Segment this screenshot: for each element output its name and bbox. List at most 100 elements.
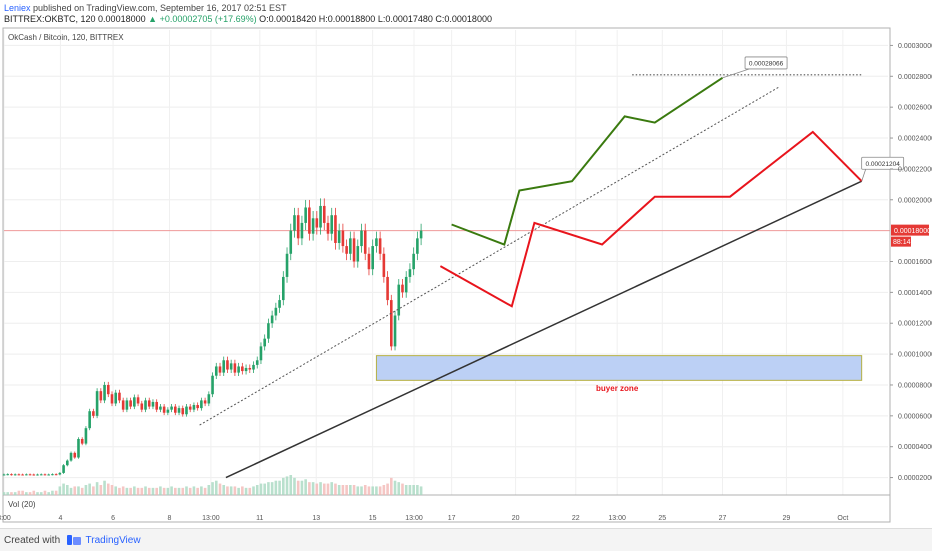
volume-bar [174, 487, 177, 495]
candle-body [103, 384, 106, 401]
candle-body [39, 474, 43, 476]
candle-body [278, 300, 281, 308]
x-tick-label: 17 [448, 515, 456, 522]
volume-bar [192, 486, 196, 495]
candle-body [390, 300, 393, 347]
candle-body [144, 400, 147, 410]
volume-bar [326, 483, 330, 495]
candle-body [419, 230, 423, 239]
volume-bar [10, 492, 13, 495]
candle-body [267, 323, 270, 339]
volume-bar [229, 486, 233, 495]
volume-bar [386, 483, 389, 495]
candle-body [170, 406, 173, 410]
volume-bar [25, 492, 28, 495]
green-projection-line [451, 76, 724, 246]
volume-bar [166, 487, 170, 495]
high-value: H:0.00018800 [318, 14, 376, 24]
candle-body [181, 408, 185, 415]
candle-body [293, 215, 296, 231]
volume-bar [177, 487, 181, 495]
volume-bar [114, 486, 118, 495]
x-axis: 3:00 4 6 8 13:00 11 13 15 13:00 17 20 22 13:00 25 27 29… [0, 515, 848, 522]
y-tick-label: 0.00006000 [898, 413, 932, 420]
candle-body [121, 400, 125, 410]
tradingview-logo-icon[interactable] [66, 535, 81, 546]
candle-body [136, 397, 140, 404]
annotations: 0.00028066 0.00021204 buyer zone [596, 56, 905, 393]
volume-bar [322, 483, 326, 495]
candle-body [326, 222, 330, 234]
volume-bar [39, 492, 43, 495]
volume-bar [345, 485, 348, 495]
volume-bar [300, 480, 304, 495]
volume-bar [207, 485, 211, 495]
author-link[interactable]: Leniex [4, 3, 31, 13]
candle-body [99, 391, 103, 401]
created-with-text: Created with [4, 535, 61, 546]
candle-body [241, 366, 244, 372]
x-tick-label: 27 [719, 515, 727, 522]
tradingview-brand[interactable]: TradingView [85, 535, 141, 546]
volume-bar [125, 487, 129, 495]
volume-bar [188, 487, 192, 495]
candle-body [6, 474, 10, 476]
chart-title: OkCash / Bitcoin, 120, BITTREX [8, 33, 124, 42]
volume-bar [181, 487, 185, 495]
price-chart[interactable]: OkCash / Bitcoin, 120, BITTREX Vol (20) … [0, 24, 932, 528]
candle-body [352, 238, 356, 262]
symbol-label: BITTREX:OKBTC, 120 [4, 14, 96, 24]
candle-body [300, 222, 304, 239]
candle-body [356, 246, 360, 262]
close-value: C:0.00018000 [435, 14, 492, 24]
x-tick-label: 8 [168, 515, 172, 522]
price-label-pointer [722, 68, 750, 79]
candle-body [43, 474, 47, 476]
buyer-zone-rect [375, 355, 863, 381]
candle-body [185, 406, 188, 415]
volume-bar [352, 485, 356, 495]
volume-bar [32, 490, 36, 495]
candle-body [77, 438, 80, 458]
change-value: +0.00002705 (+17.69%) [159, 14, 257, 24]
candle-body [252, 364, 255, 370]
volume-bar [95, 482, 99, 495]
publication-line: Leniex published on TradingView.com, Sep… [4, 3, 287, 13]
volume-bar [274, 480, 278, 495]
volume-bar [110, 485, 114, 495]
y-tick-label: 0.00022000 [898, 166, 932, 173]
x-tick-label: 20 [512, 515, 520, 522]
volume-bar [259, 483, 263, 495]
countdown-badge [891, 236, 911, 247]
candle-body [285, 253, 289, 277]
candle-body [226, 360, 229, 370]
candle-body [47, 474, 50, 476]
candle-body [222, 360, 226, 373]
volume-bar [311, 482, 315, 495]
volume-bar [319, 482, 322, 495]
y-axis: 0.00030000 0.00028000 0.00026000 0.00024000… [890, 43, 932, 482]
candle-body [51, 474, 54, 476]
candle-body [196, 405, 199, 409]
candle-body [363, 230, 367, 254]
x-tick-label: 11 [256, 515, 263, 522]
created-with: Created with TradingView [4, 535, 141, 546]
candle-body [308, 207, 311, 234]
volume-bar [159, 486, 162, 495]
x-tick-label: 3:00 [0, 515, 11, 522]
x-tick-label: 13:00 [202, 515, 220, 522]
candle-body [367, 253, 371, 270]
volume-bar [144, 486, 147, 495]
countdown-label: 88:14 [893, 239, 911, 246]
volume-bar [92, 486, 95, 495]
volume-bar [270, 482, 274, 495]
volume-bar [349, 485, 352, 495]
candle-body [151, 401, 155, 407]
y-tick-label: 0.00008000 [898, 382, 932, 389]
candle-body [416, 238, 419, 254]
candle-body [28, 474, 32, 476]
volume-bar [222, 485, 226, 495]
candles [2, 198, 423, 476]
volume-bar [73, 486, 77, 495]
candle-body [188, 406, 192, 410]
